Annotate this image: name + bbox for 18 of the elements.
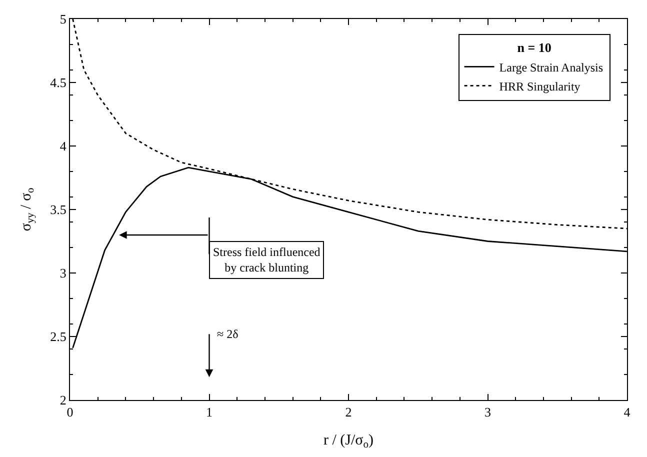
x-tick-label: 3 (484, 404, 491, 420)
x-tick-label: 2 (345, 404, 352, 420)
y-tick-label: 3.5 (50, 202, 66, 218)
y-tick-label: 2 (60, 392, 66, 408)
x-tick-label: 1 (206, 404, 212, 420)
annotation: ≈ 2δ (217, 327, 239, 341)
legend-title: n = 10 (517, 40, 552, 56)
x-axis-title: r / (J/σ$_{o}$) (324, 432, 374, 451)
x-tick-label: 4 (624, 404, 631, 420)
y-tick-label: 5 (60, 12, 66, 27)
y-tick-label: 4.5 (50, 75, 66, 90)
x-tick-label: 0 (66, 404, 74, 420)
legend-label: Large Strain Analysis (499, 60, 604, 74)
annotation: Stress field influenced by crack blunting (213, 245, 320, 275)
y-tick-label: 4 (60, 138, 67, 154)
legend-label: HRR Singularity (499, 79, 580, 94)
y-tick-label: 2.5 (50, 329, 66, 344)
y-tick-label: 3 (60, 266, 66, 281)
